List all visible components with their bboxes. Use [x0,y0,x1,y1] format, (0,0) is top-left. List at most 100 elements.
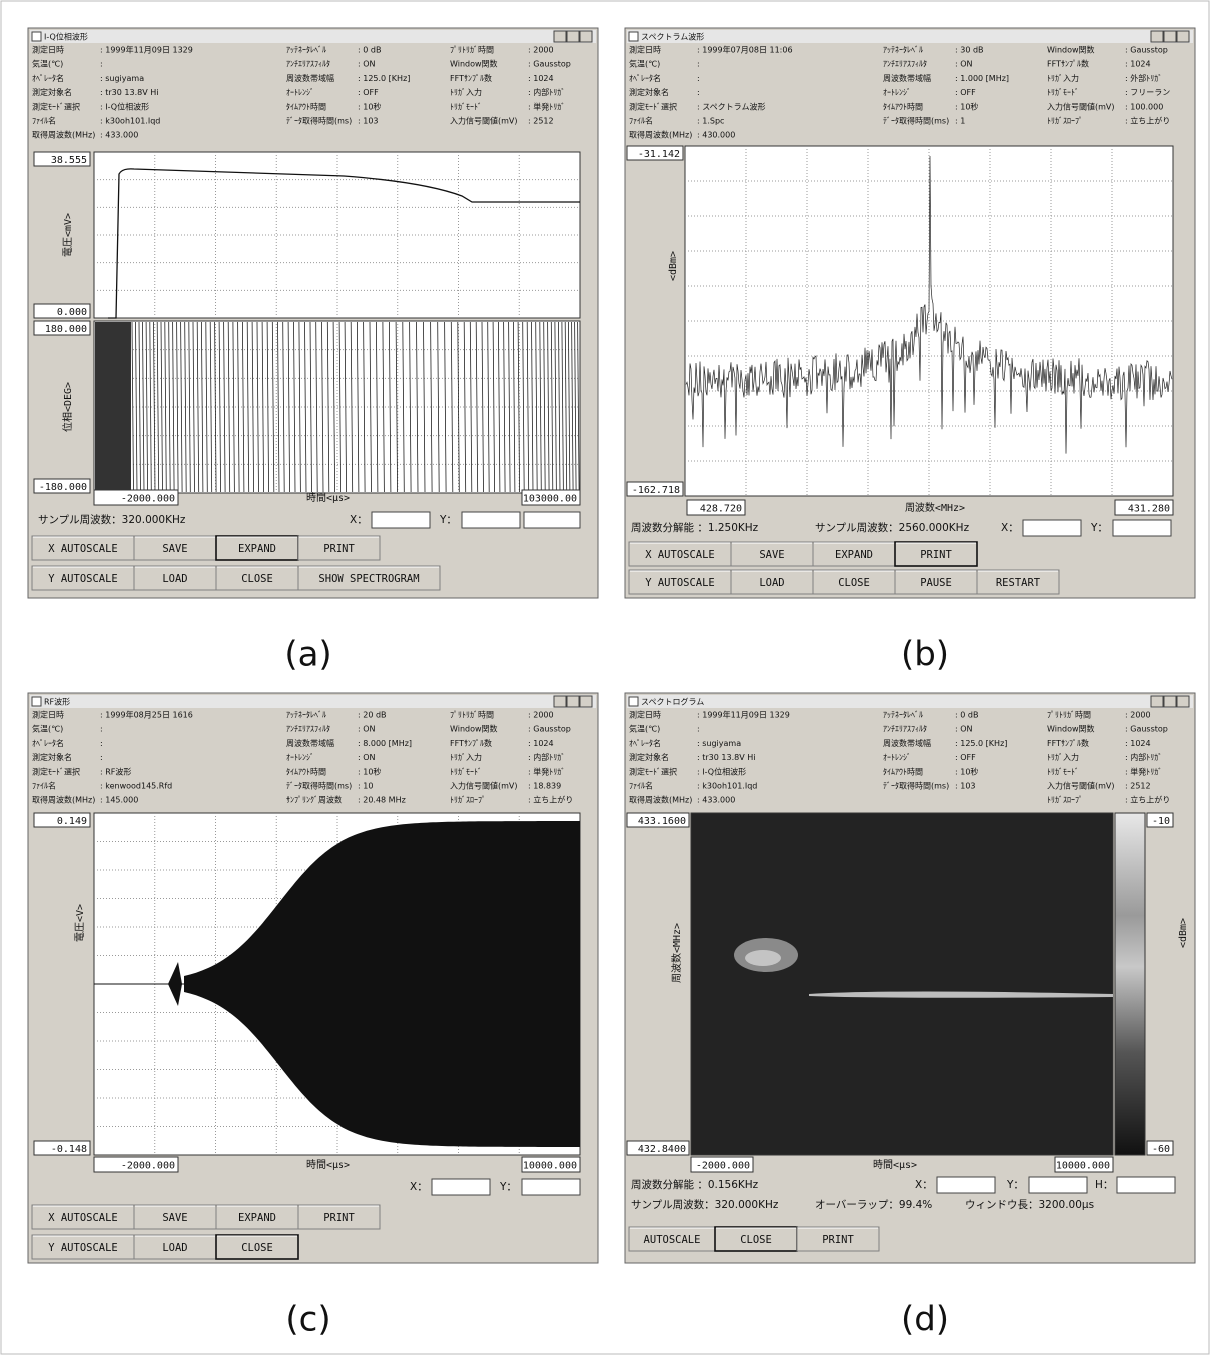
y-bottom-label-box [33,1140,91,1156]
input-field[interactable] [936,1176,996,1194]
info-label: ｵｰﾄﾚﾝｼﾞ [883,88,911,97]
button-label[interactable]: Y AUTOSCALE [645,577,715,589]
button[interactable] [215,1234,299,1260]
info-label: 入力信号閾値(mV) [450,116,518,126]
window-control[interactable] [1163,695,1177,708]
footer-text: Y： [1006,1179,1024,1191]
button[interactable] [133,535,217,561]
button-label[interactable]: RESTART [996,577,1041,589]
button-label[interactable]: PRINT [323,1212,355,1224]
button-label[interactable]: SAVE [759,549,784,561]
button-label[interactable]: Y AUTOSCALE [48,1242,118,1254]
info-label: ﾃﾞｰﾀ取得時間(ms) [286,781,352,791]
info-value: : 2000 [528,711,554,720]
button[interactable] [628,1226,716,1252]
y-axis-title: 電圧<mV> [62,213,74,257]
button[interactable] [894,541,978,567]
y-bottom-label-box [626,481,684,497]
button[interactable] [894,569,978,595]
input-field[interactable] [1028,1176,1088,1194]
button[interactable] [730,569,814,595]
button-label[interactable]: LOAD [162,1242,187,1254]
input-field[interactable] [1112,519,1172,537]
window-control[interactable] [1163,30,1177,43]
input-field[interactable] [521,1178,581,1196]
info-label: 気温(℃) [32,724,63,734]
title-bar [627,30,1193,43]
button-label[interactable]: CLOSE [740,1234,772,1246]
y2-bottom-label: -180.000 [39,482,87,493]
info-label: Window関数 [450,59,498,69]
button-label[interactable]: LOAD [759,577,784,589]
info-value: : ON [955,725,973,734]
x-axis-title: 周波数<MHz> [905,501,965,514]
button[interactable] [297,535,381,561]
info-label: ｱﾝﾁｴﾘｱｽﾌｨﾙﾀ [883,60,927,69]
input-field[interactable] [1116,1176,1176,1194]
button[interactable] [31,1204,135,1230]
button[interactable] [812,541,896,567]
button[interactable] [31,1234,135,1260]
window-control[interactable] [579,30,593,43]
window-control[interactable] [566,30,580,43]
input-field[interactable] [1022,519,1082,537]
input-field[interactable] [461,511,521,529]
info-value: : k30oh101.Iqd [100,117,160,126]
x-left-label: -2000.000 [696,1161,750,1172]
input-field[interactable] [431,1178,491,1196]
info-value: : RF波形 [100,766,131,776]
button-label[interactable]: X AUTOSCALE [48,1212,118,1224]
button[interactable] [215,565,299,591]
button-label[interactable]: SAVE [162,543,187,555]
button[interactable] [297,565,441,591]
window-control[interactable] [553,30,567,43]
info-value: : [100,753,103,762]
button-label[interactable]: EXPAND [238,1212,276,1224]
button[interactable] [133,1234,217,1260]
info-label: 入力信号閾値(mV) [1047,781,1115,791]
button-label[interactable]: CLOSE [241,1242,273,1254]
button-label[interactable]: X AUTOSCALE [48,543,118,555]
window-control[interactable] [1150,695,1164,708]
button-label[interactable]: Y AUTOSCALE [48,573,118,585]
title-bar [30,695,596,708]
info-label: ﾃﾞｰﾀ取得時間(ms) [883,116,949,126]
button-label[interactable]: EXPAND [835,549,873,561]
info-value: : OFF [358,88,379,97]
button-label[interactable]: AUTOSCALE [644,1234,701,1246]
input-field[interactable] [523,511,581,529]
button-label[interactable]: X AUTOSCALE [645,549,715,561]
button-label[interactable]: PRINT [323,543,355,555]
button[interactable] [31,565,135,591]
button-label[interactable]: EXPAND [238,543,276,555]
info-value: : 1024 [528,74,554,83]
input-field[interactable] [371,511,431,529]
y-top-label-box [626,145,684,161]
button-label[interactable]: CLOSE [241,573,273,585]
window-control[interactable] [566,695,580,708]
button-label[interactable]: SHOW SPECTROGRAM [318,573,419,585]
info-value: : 内部ﾄﾘｶﾞ [1125,752,1162,762]
button[interactable] [215,1204,299,1230]
window-control[interactable] [1176,695,1190,708]
info-value: : Gausstop [1125,46,1168,55]
button-label[interactable]: PRINT [822,1234,854,1246]
button-label[interactable]: PAUSE [920,577,952,589]
window-control[interactable] [579,695,593,708]
button[interactable] [796,1226,880,1252]
button-label[interactable]: CLOSE [838,577,870,589]
y-bottom-label-box [33,303,91,319]
button[interactable] [133,1204,217,1230]
info-value: : 0 dB [358,46,381,55]
button[interactable] [976,569,1060,595]
window-control[interactable] [1150,30,1164,43]
window-control[interactable] [553,695,567,708]
button[interactable] [628,569,732,595]
window-control[interactable] [1176,30,1190,43]
button-label[interactable]: LOAD [162,573,187,585]
colorbar-bottom-label-box [1146,1140,1174,1156]
info-value: : 1999年07月08日 11:06 [697,45,793,55]
button-label[interactable]: SAVE [162,1212,187,1224]
button[interactable] [297,1204,381,1230]
button-label[interactable]: PRINT [920,549,952,561]
